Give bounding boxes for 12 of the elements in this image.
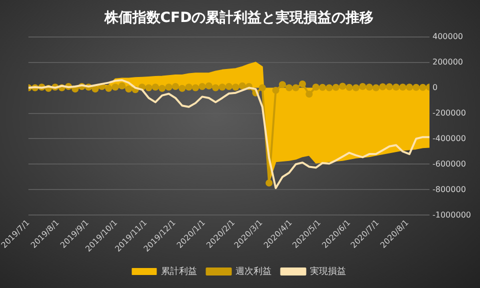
legend-label: 実現損益 [310,266,346,277]
y-tick-label: -800000 [432,184,466,194]
y-tick-label: -1000000 [432,210,471,220]
legend-label: 累計利益 [160,266,197,277]
chart-title: 株価指数CFDの累計利益と実現損益の推移 [103,9,374,26]
legend-label: 週次利益 [235,266,272,277]
y-tick-label: -400000 [432,134,466,143]
y-tick-label: -600000 [432,159,466,168]
y-tick-label: 0 [432,82,438,92]
y-tick-label: 200000 [432,57,464,66]
y-tick-label: -200000 [432,108,466,118]
y-tick-label: 400000 [432,32,464,41]
